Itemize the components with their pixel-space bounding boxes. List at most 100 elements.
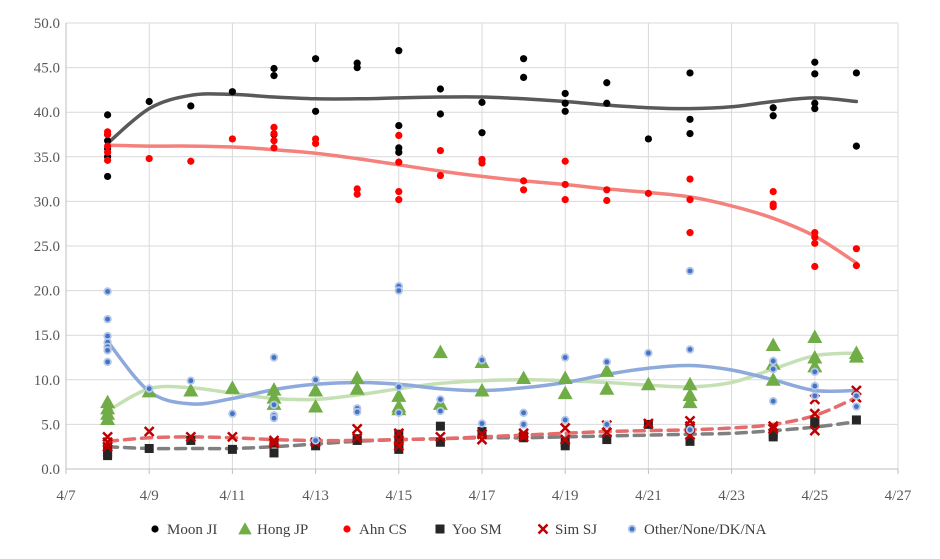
data-point — [105, 359, 110, 365]
data-point — [812, 369, 818, 375]
x-tick-label: 4/19 — [552, 488, 579, 504]
data-point — [436, 171, 444, 180]
data-point — [810, 419, 820, 429]
legend-item-ahn-cs: Ahn CS — [343, 522, 407, 538]
data-point — [561, 180, 569, 189]
legend-marker — [537, 523, 549, 535]
data-point — [432, 344, 448, 359]
x-tick-label: 4/25 — [801, 488, 828, 504]
data-point — [604, 359, 610, 365]
data-point — [185, 431, 197, 443]
data-point — [102, 441, 113, 453]
data-point — [436, 146, 444, 155]
data-point — [478, 129, 486, 137]
data-point — [308, 399, 324, 413]
data-points — [100, 47, 864, 461]
data-point — [768, 432, 778, 442]
y-tick-label: 20.0 — [34, 284, 60, 300]
data-point — [270, 72, 278, 80]
data-point — [640, 376, 656, 391]
data-point — [144, 443, 154, 453]
data-point — [145, 97, 153, 106]
data-point — [145, 154, 153, 163]
y-tick-label: 25.0 — [34, 239, 60, 255]
data-point — [557, 385, 573, 400]
data-point — [268, 435, 280, 446]
data-point — [224, 380, 240, 394]
data-point — [105, 316, 110, 322]
data-point — [603, 99, 611, 107]
data-point — [396, 288, 402, 293]
data-point — [188, 378, 194, 384]
data-point — [682, 394, 698, 409]
data-point — [686, 69, 694, 77]
data-point — [687, 268, 693, 274]
data-point — [353, 190, 361, 198]
data-point — [811, 262, 819, 271]
legend: Moon JI Hong JP Ahn CS Yoo SM Sim SJ Other/No… — [151, 522, 767, 538]
data-point — [848, 349, 864, 363]
data-point — [562, 417, 568, 423]
data-point — [520, 177, 528, 185]
data-point — [313, 438, 318, 443]
data-point — [268, 437, 280, 449]
data-point — [104, 130, 112, 139]
legend-marker — [151, 525, 159, 533]
legend-label: Sim SJ — [555, 522, 597, 538]
data-point — [601, 427, 613, 438]
data-point — [312, 107, 320, 115]
data-point — [312, 55, 320, 63]
data-point — [599, 381, 615, 395]
legend-item-hong-jp: Hong JP — [238, 522, 308, 538]
data-point — [852, 142, 861, 150]
data-point — [644, 189, 653, 197]
data-point — [686, 229, 694, 237]
data-point — [146, 386, 152, 392]
x-tick-label: 4/23 — [718, 488, 745, 504]
data-point — [770, 398, 776, 404]
data-point — [308, 383, 324, 397]
legend-marker — [343, 525, 351, 533]
data-point — [687, 347, 693, 352]
data-point — [271, 355, 277, 360]
data-point — [438, 408, 443, 414]
data-point — [809, 408, 821, 420]
data-point — [395, 196, 403, 204]
legend-label: Hong JP — [257, 522, 308, 538]
data-point — [561, 89, 569, 98]
data-point — [851, 415, 861, 425]
y-tick-label: 5.0 — [41, 417, 60, 433]
data-point — [682, 376, 698, 391]
legend-label: Other/None/DK/NA — [644, 522, 767, 538]
data-point — [230, 411, 235, 417]
data-point — [811, 105, 819, 113]
data-point — [603, 79, 611, 87]
data-point — [604, 422, 610, 427]
legend-label: Ahn CS — [359, 522, 407, 538]
data-point — [476, 434, 488, 445]
data-point — [852, 262, 861, 270]
data-point — [811, 233, 819, 241]
data-point — [767, 420, 779, 432]
data-point — [561, 157, 569, 165]
x-tick-label: 4/11 — [219, 488, 245, 504]
data-point — [436, 110, 444, 118]
data-point — [391, 388, 407, 402]
data-point — [686, 130, 694, 138]
series-other-none-dk-na — [103, 266, 861, 445]
data-point — [479, 421, 485, 426]
data-point — [105, 333, 110, 339]
data-point — [561, 99, 569, 107]
data-point — [436, 85, 444, 93]
y-tick-label: 15.0 — [34, 328, 60, 344]
data-point — [394, 444, 404, 454]
y-tick-labels: 0.0 5.0 10.0 15.0 20.0 25.0 30.0 35.0 40.0 45.0 50… — [34, 16, 60, 478]
data-point — [603, 196, 611, 205]
data-point — [187, 102, 195, 110]
x-tick-label: 4/17 — [469, 488, 496, 504]
data-point — [769, 104, 777, 112]
data-point — [349, 370, 365, 385]
data-point — [807, 329, 823, 343]
data-point — [559, 422, 571, 434]
